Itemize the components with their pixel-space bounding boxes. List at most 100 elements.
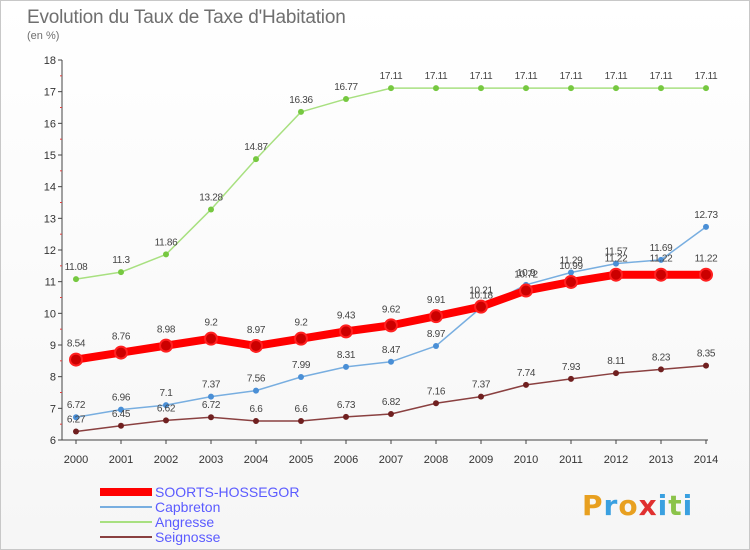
data-point-capbreton [118,406,124,413]
data-label-seignosse: 8.23 [652,352,671,363]
x-tick-label: 2006 [334,454,358,466]
data-label-soorts-hossegor: 10.99 [559,261,583,272]
data-point-soorts-hossegor [294,331,308,346]
data-label-capbreton: 11.69 [650,243,674,254]
data-point-seignosse [253,418,259,424]
data-point-soorts-hossegor [384,318,398,333]
data-label-angresse: 11.86 [155,237,179,248]
x-tick-label: 2007 [379,454,403,466]
data-point-capbreton [343,363,349,370]
x-tick-label: 2014 [694,454,718,466]
y-tick-label: 8 [50,372,56,384]
y-tick-label: 10 [44,308,56,320]
chart-title: Evolution du Taux de Taxe d'Habitation [27,7,346,28]
data-point-seignosse [523,381,529,388]
data-label-angresse: 17.11 [605,71,629,82]
data-point-seignosse [658,366,664,373]
x-tick-label: 2002 [154,454,178,466]
data-label-angresse: 17.11 [380,71,404,82]
data-point-seignosse [118,422,124,429]
data-label-seignosse: 7.74 [517,368,536,379]
data-point-angresse [613,85,619,92]
data-label-seignosse: 6.72 [202,400,221,411]
data-label-soorts-hossegor: 10.21 [469,286,493,297]
legend-swatch-angresse [100,521,152,523]
data-point-seignosse [343,413,349,420]
data-label-angresse: 17.11 [425,71,449,82]
data-point-soorts-hossegor [69,352,83,367]
logo-letter: i [657,489,669,522]
legend-label-soorts-hossegor: SOORTS-HOSSEGOR [155,484,300,500]
x-tick-label: 2008 [424,454,448,466]
data-label-angresse: 17.11 [650,71,674,82]
y-tick-label: 6 [50,435,56,447]
data-label-angresse: 17.11 [515,71,539,82]
data-label-soorts-hossegor: 8.54 [67,339,86,350]
data-label-angresse: 11.3 [112,255,130,266]
data-label-soorts-hossegor: 8.98 [157,325,176,336]
data-point-soorts-hossegor [339,324,353,339]
legend-item-seignosse: Seignosse [100,530,360,545]
data-point-soorts-hossegor [564,274,578,289]
y-tick-label: 16 [44,118,56,130]
proxiti-logo: Proxiti [582,489,693,522]
legend-item-capbreton: Capbreton [100,500,360,515]
data-point-soorts-hossegor [519,283,533,298]
data-point-seignosse [568,375,574,382]
data-point-capbreton [208,393,214,400]
data-point-angresse [343,95,349,102]
data-point-angresse [163,251,169,258]
legend-swatch-seignosse [100,536,152,538]
data-point-soorts-hossegor [699,267,713,282]
data-label-capbreton: 7.37 [202,380,221,391]
data-label-angresse: 16.36 [289,95,313,106]
data-label-soorts-hossegor: 9.2 [294,318,308,329]
data-point-capbreton [298,373,304,380]
data-point-capbreton [433,342,439,349]
data-point-capbreton [613,260,619,267]
data-label-angresse: 16.77 [334,82,358,93]
data-label-soorts-hossegor: 11.22 [605,254,629,265]
data-label-soorts-hossegor: 10.72 [514,270,538,281]
data-label-capbreton: 7.99 [292,360,311,371]
data-point-angresse [478,85,484,92]
data-label-angresse: 13.28 [199,192,223,203]
data-point-soorts-hossegor [249,338,263,353]
data-point-angresse [703,85,709,92]
data-point-capbreton [388,358,394,365]
logo-letter: r [603,489,619,522]
data-point-angresse [208,206,214,213]
data-label-seignosse: 6.27 [67,414,86,425]
x-tick-label: 2001 [109,454,133,466]
data-point-seignosse [478,393,484,400]
data-point-seignosse [208,414,214,421]
data-point-soorts-hossegor [159,338,173,353]
y-tick-label: 7 [50,403,56,415]
logo-letter: i [682,489,694,522]
data-label-capbreton: 12.73 [694,210,718,221]
data-label-soorts-hossegor: 9.91 [427,295,446,306]
data-label-capbreton: 6.96 [112,393,131,404]
data-point-capbreton [703,223,709,230]
data-label-angresse: 17.11 [470,71,494,82]
data-label-seignosse: 8.35 [697,349,716,360]
data-label-seignosse: 7.37 [472,380,491,391]
data-point-seignosse [298,418,304,424]
x-tick-label: 2012 [604,454,628,466]
data-point-angresse [658,85,664,92]
data-label-soorts-hossegor: 9.2 [204,318,218,329]
data-point-capbreton [253,387,259,394]
data-point-seignosse [433,400,439,407]
data-point-seignosse [73,428,79,435]
data-label-angresse: 11.08 [65,262,89,273]
data-label-soorts-hossegor: 11.22 [695,254,719,265]
legend-swatch-soorts-hossegor [100,488,152,496]
data-point-seignosse [163,417,169,424]
data-point-angresse [388,85,394,92]
x-tick-label: 2000 [64,454,88,466]
data-label-capbreton: 6.72 [67,400,86,411]
data-label-capbreton: 8.47 [382,345,401,356]
unit-label: (en %) [27,30,60,42]
logo-letter: o [618,489,639,522]
